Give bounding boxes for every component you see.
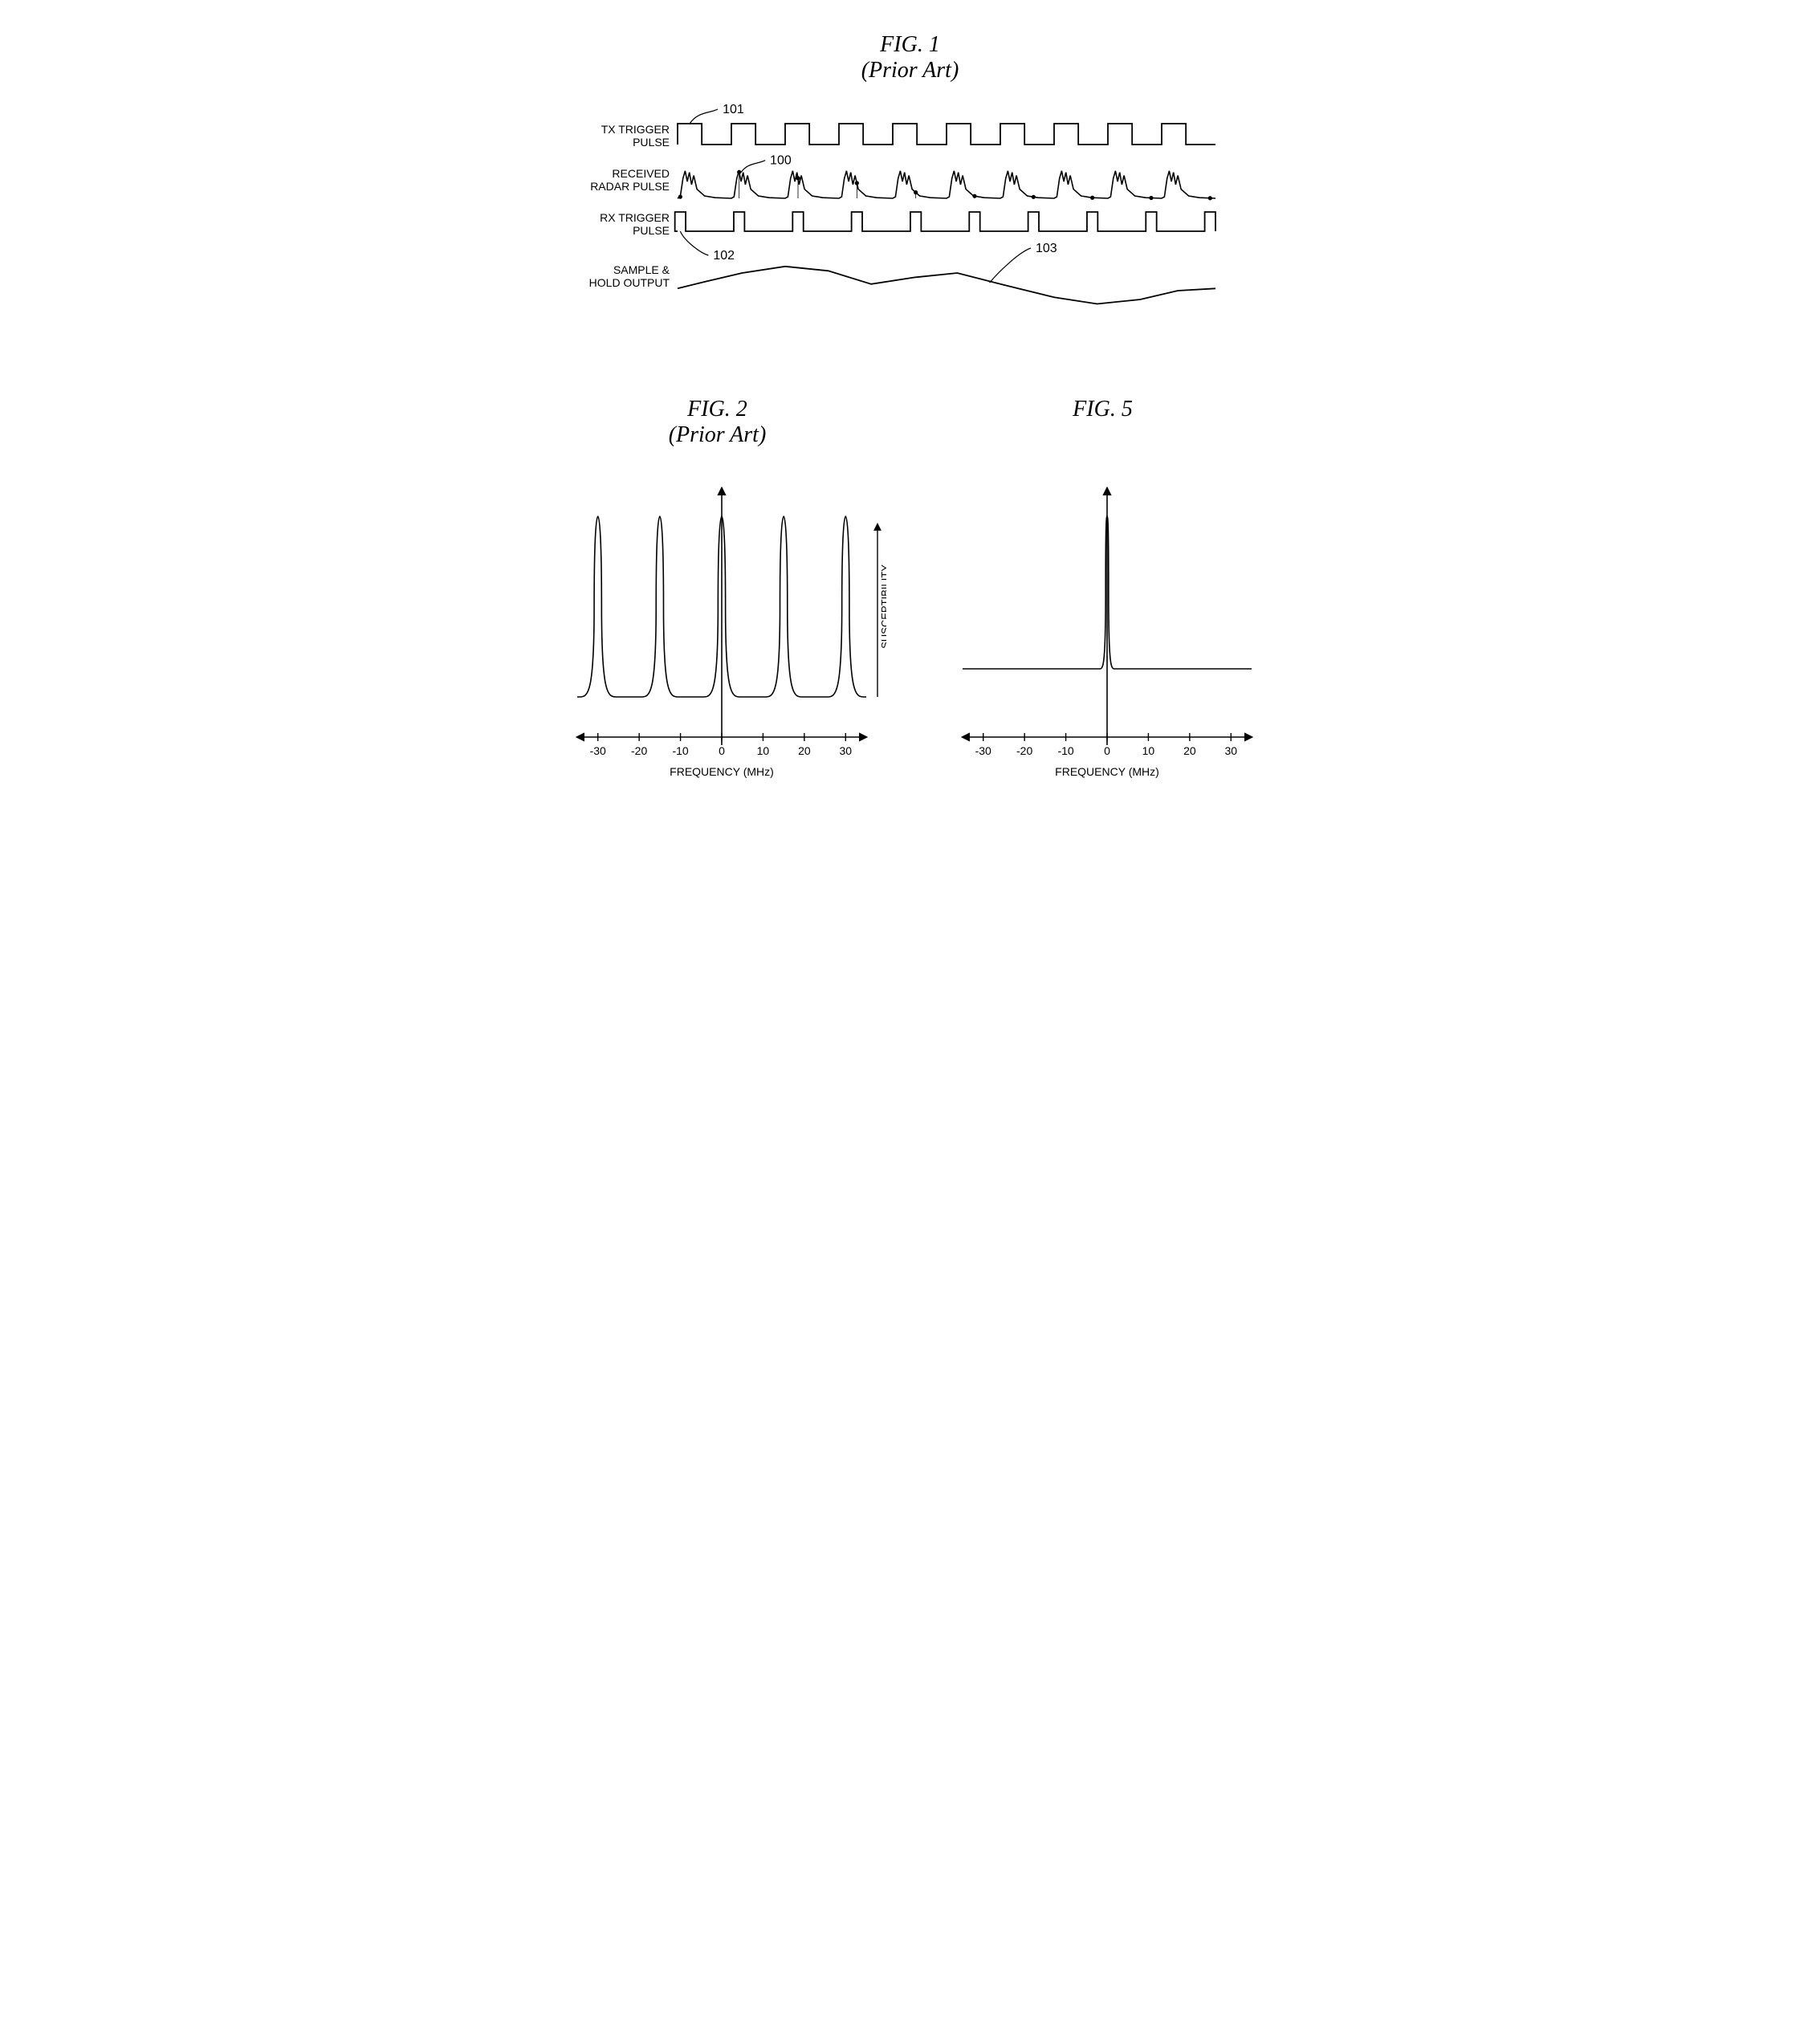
fig2-title-l2: (Prior Art) [669,422,767,447]
svg-text:RECEIVED: RECEIVED [612,167,670,180]
svg-text:100: 100 [770,154,792,168]
figure-1-title: FIG. 1 (Prior Art) [509,32,1312,84]
svg-text:102: 102 [713,249,735,263]
svg-text:10: 10 [756,744,769,757]
figure-1-svg: TX TRIGGERPULSE101RECEIVEDRADAR PULSE100… [581,92,1240,332]
svg-text:0: 0 [1104,744,1110,757]
svg-text:RX TRIGGER: RX TRIGGER [600,211,670,224]
fig1-title-l2: (Prior Art) [861,58,959,83]
fig5-title-l1: FIG. 5 [1073,397,1133,422]
figure-1-plot-wrap: TX TRIGGERPULSE101RECEIVEDRADAR PULSE100… [509,92,1312,332]
svg-text:-10: -10 [1057,744,1073,757]
svg-text:-10: -10 [672,744,688,757]
svg-text:30: 30 [1224,744,1237,757]
figure-5-title: FIG. 5 [1073,397,1133,422]
figure-row-2-5: FIG. 2 (Prior Art) -30 -20 -10 0 10 20 30 FREQU… [509,397,1312,793]
fig1-title-l1: FIG. 1 [880,32,940,57]
figure-2-svg: -30 -20 -10 0 10 20 30 FREQUENCY (MHz) SUSCEPTIB… [549,456,886,793]
svg-text:103: 103 [1036,242,1057,255]
svg-text:SUSCEPTIBILITY: SUSCEPTIBILITY [879,564,886,649]
svg-text:SAMPLE &: SAMPLE & [613,263,670,276]
svg-text:-30: -30 [589,744,605,757]
svg-text:RADAR PULSE: RADAR PULSE [590,180,670,193]
svg-text:20: 20 [1183,744,1196,757]
figure-2-title: FIG. 2 (Prior Art) [669,397,767,448]
figure-2: FIG. 2 (Prior Art) -30 -20 -10 0 10 20 30 FREQU… [549,397,886,793]
figure-5-svg: -30 -20 -10 0 10 20 30 FREQUENCY (MHz) [934,456,1272,793]
svg-text:101: 101 [723,103,744,116]
svg-text:0: 0 [719,744,725,757]
svg-text:30: 30 [839,744,852,757]
svg-text:10: 10 [1142,744,1154,757]
svg-text:PULSE: PULSE [633,224,670,237]
fig2-title-l1: FIG. 2 [687,397,747,422]
svg-text:-30: -30 [975,744,991,757]
svg-text:-20: -20 [631,744,647,757]
svg-text:20: 20 [798,744,811,757]
svg-text:TX TRIGGER: TX TRIGGER [601,123,669,136]
figure-1: FIG. 1 (Prior Art) TX TRIGGERPULSE101REC… [509,32,1312,332]
svg-text:FREQUENCY (MHz): FREQUENCY (MHz) [1055,765,1159,778]
svg-text:HOLD OUTPUT: HOLD OUTPUT [588,276,670,289]
figure-5: FIG. 5 -30 -20 -10 0 10 20 30 FREQUENCY (MHz) [934,397,1272,793]
svg-text:PULSE: PULSE [633,136,670,149]
svg-text:FREQUENCY (MHz): FREQUENCY (MHz) [670,765,774,778]
svg-text:-20: -20 [1016,744,1032,757]
